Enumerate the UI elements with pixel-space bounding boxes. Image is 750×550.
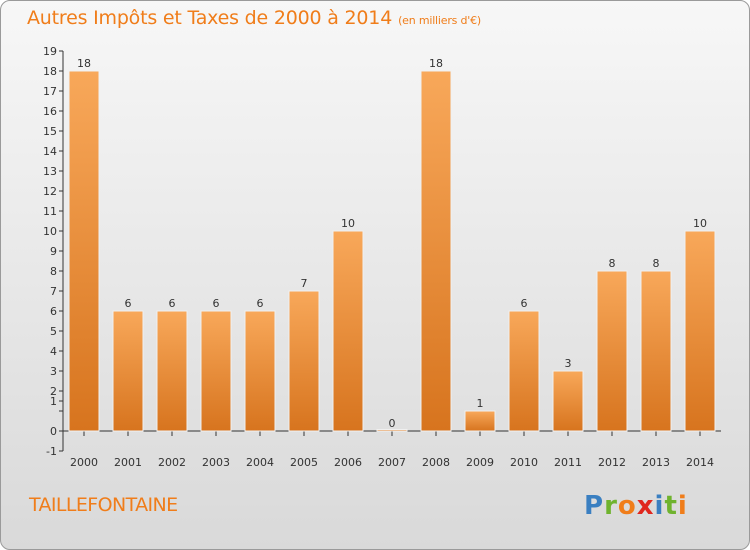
proxiti-logo: Proxiti xyxy=(584,491,688,521)
y-tick-label: 6 xyxy=(50,305,57,318)
y-tick-label: 9 xyxy=(50,245,57,258)
logo-letter: x xyxy=(636,491,655,521)
bar-value-label: 18 xyxy=(429,57,443,70)
bar-value-label: 6 xyxy=(257,297,264,310)
bar xyxy=(244,310,276,432)
bar-value-label: 6 xyxy=(521,297,528,310)
logo-letter: r xyxy=(604,491,618,521)
commune-name: TAILLEFONTAINE xyxy=(29,494,178,516)
bar xyxy=(596,270,628,432)
logo-letter: o xyxy=(617,491,637,521)
y-tick-label: 1 xyxy=(50,395,57,408)
bar-value-label: 8 xyxy=(653,257,660,270)
y-tick-label: 11 xyxy=(43,205,57,218)
x-tick-label: 2012 xyxy=(598,456,626,469)
bar xyxy=(112,310,144,432)
x-tick-label: 2004 xyxy=(246,456,274,469)
bar xyxy=(552,370,584,432)
bar xyxy=(640,270,672,432)
y-tick-label: 2 xyxy=(50,385,57,398)
x-tick-label: 2006 xyxy=(334,456,362,469)
bar-value-label: 6 xyxy=(125,297,132,310)
y-tick-label: 3 xyxy=(50,365,57,378)
logo-letter: i xyxy=(654,491,665,521)
bar-value-label: 7 xyxy=(301,277,308,290)
logo-letter: t xyxy=(664,491,678,521)
bar-value-label: 18 xyxy=(77,57,91,70)
y-tick-label: 8 xyxy=(50,265,57,278)
y-tick-label: 17 xyxy=(43,85,57,98)
y-tick-label: 14 xyxy=(43,145,57,158)
bar-value-label: 0 xyxy=(389,417,396,430)
bar xyxy=(464,410,496,432)
bar xyxy=(376,429,408,432)
x-tick-label: 2011 xyxy=(554,456,582,469)
y-tick-label: -1 xyxy=(46,445,57,458)
bar-value-label: 10 xyxy=(341,217,355,230)
bar xyxy=(68,70,100,432)
bar xyxy=(288,290,320,432)
bar-value-label: 6 xyxy=(213,297,220,310)
x-tick-label: 2013 xyxy=(642,456,670,469)
y-tick-label: 10 xyxy=(43,225,57,238)
y-tick-label: 16 xyxy=(43,105,57,118)
y-tick-label: 7 xyxy=(50,285,57,298)
chart-title-text: Autres Impôts et Taxes de 2000 à 2014 xyxy=(27,7,393,29)
x-tick-label: 2007 xyxy=(378,456,406,469)
bar xyxy=(200,310,232,432)
bar xyxy=(420,70,452,432)
x-tick-label: 2008 xyxy=(422,456,450,469)
bar-value-label: 6 xyxy=(169,297,176,310)
x-tick-label: 2002 xyxy=(158,456,186,469)
value-labels: 18 6 6 6 6 7 10 0 18 1 6 3 8 8 10 xyxy=(77,57,707,430)
logo-letter: P xyxy=(584,491,605,521)
logo-letter: i xyxy=(677,491,688,521)
x-tick-label: 2014 xyxy=(686,456,714,469)
x-tick-label: 2000 xyxy=(70,456,98,469)
y-tick-label: 5 xyxy=(50,325,57,338)
x-tick-label: 2010 xyxy=(510,456,538,469)
bars xyxy=(68,70,716,432)
y-tick-label: 13 xyxy=(43,165,57,178)
bar-value-label: 8 xyxy=(609,257,616,270)
bar xyxy=(156,310,188,432)
y-tick-label: 4 xyxy=(50,345,57,358)
x-tick-label: 2003 xyxy=(202,456,230,469)
y-tick-label: 0 xyxy=(50,425,57,438)
bar-value-label: 3 xyxy=(565,357,572,370)
y-tick-label: 15 xyxy=(43,125,57,138)
chart-title: Autres Impôts et Taxes de 2000 à 2014 (en… xyxy=(27,7,481,29)
x-tick-label: 2009 xyxy=(466,456,494,469)
y-tick-label: 12 xyxy=(43,185,57,198)
x-tick-label: 2001 xyxy=(114,456,142,469)
bar-value-label: 10 xyxy=(693,217,707,230)
x-tick-label: 2005 xyxy=(290,456,318,469)
y-tick-label: 18 xyxy=(43,65,57,78)
y-tick-label: 19 xyxy=(43,45,57,58)
bar xyxy=(332,230,364,432)
bar xyxy=(684,230,716,432)
chart-subtitle: (en milliers d'€) xyxy=(398,14,481,27)
bar xyxy=(508,310,540,432)
bar-value-label: 1 xyxy=(477,397,484,410)
